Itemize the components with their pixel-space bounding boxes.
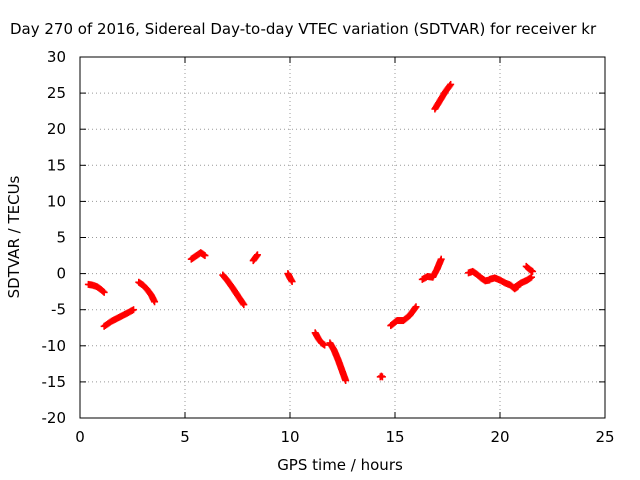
data-point [528,273,535,281]
y-tick-label: -5 [51,301,66,319]
data-point [378,373,386,381]
x-tick-label: 25 [595,428,614,446]
y-tick-label: 20 [47,120,66,138]
y-tick-label: 25 [47,84,66,102]
grid-lines [80,57,605,418]
data-point [99,287,107,295]
data-point [201,252,209,260]
data-points [84,80,537,384]
y-tick-label: 10 [47,192,66,210]
data-point [412,303,420,311]
data-point [321,341,329,349]
data-point [151,298,159,306]
y-tick-label: -20 [42,409,67,427]
y-tick-label: -10 [42,337,67,355]
x-tick-label: 15 [385,428,404,446]
data-point [342,376,350,384]
y-tick-label: -15 [42,373,67,391]
data-point [447,80,455,88]
y-tick-label: 0 [56,265,66,283]
y-tick-label: 30 [47,48,66,66]
chart-title: Day 270 of 2016, Sidereal Day-to-day VTE… [10,20,597,38]
data-point [437,255,445,263]
x-tick-label: 20 [490,428,509,446]
data-point [253,251,261,259]
y-tick-label: 15 [47,156,66,174]
data-point [100,288,108,296]
data-point [529,267,537,275]
x-axis-label: GPS time / hours [277,456,403,474]
y-tick-label: 5 [56,229,66,247]
data-point [288,278,296,286]
axis-ticks: 0 5 10 15 20 25 -20 -15 -10 -5 0 5 10 15 20 25 30 [42,48,615,446]
x-tick-label: 10 [280,428,299,446]
data-point [130,306,138,314]
data-point [240,301,248,309]
x-tick-label: 0 [75,428,85,446]
data-point [446,82,454,90]
x-tick-label: 5 [180,428,190,446]
y-axis-label: SDTVAR / TECUs [5,175,23,298]
